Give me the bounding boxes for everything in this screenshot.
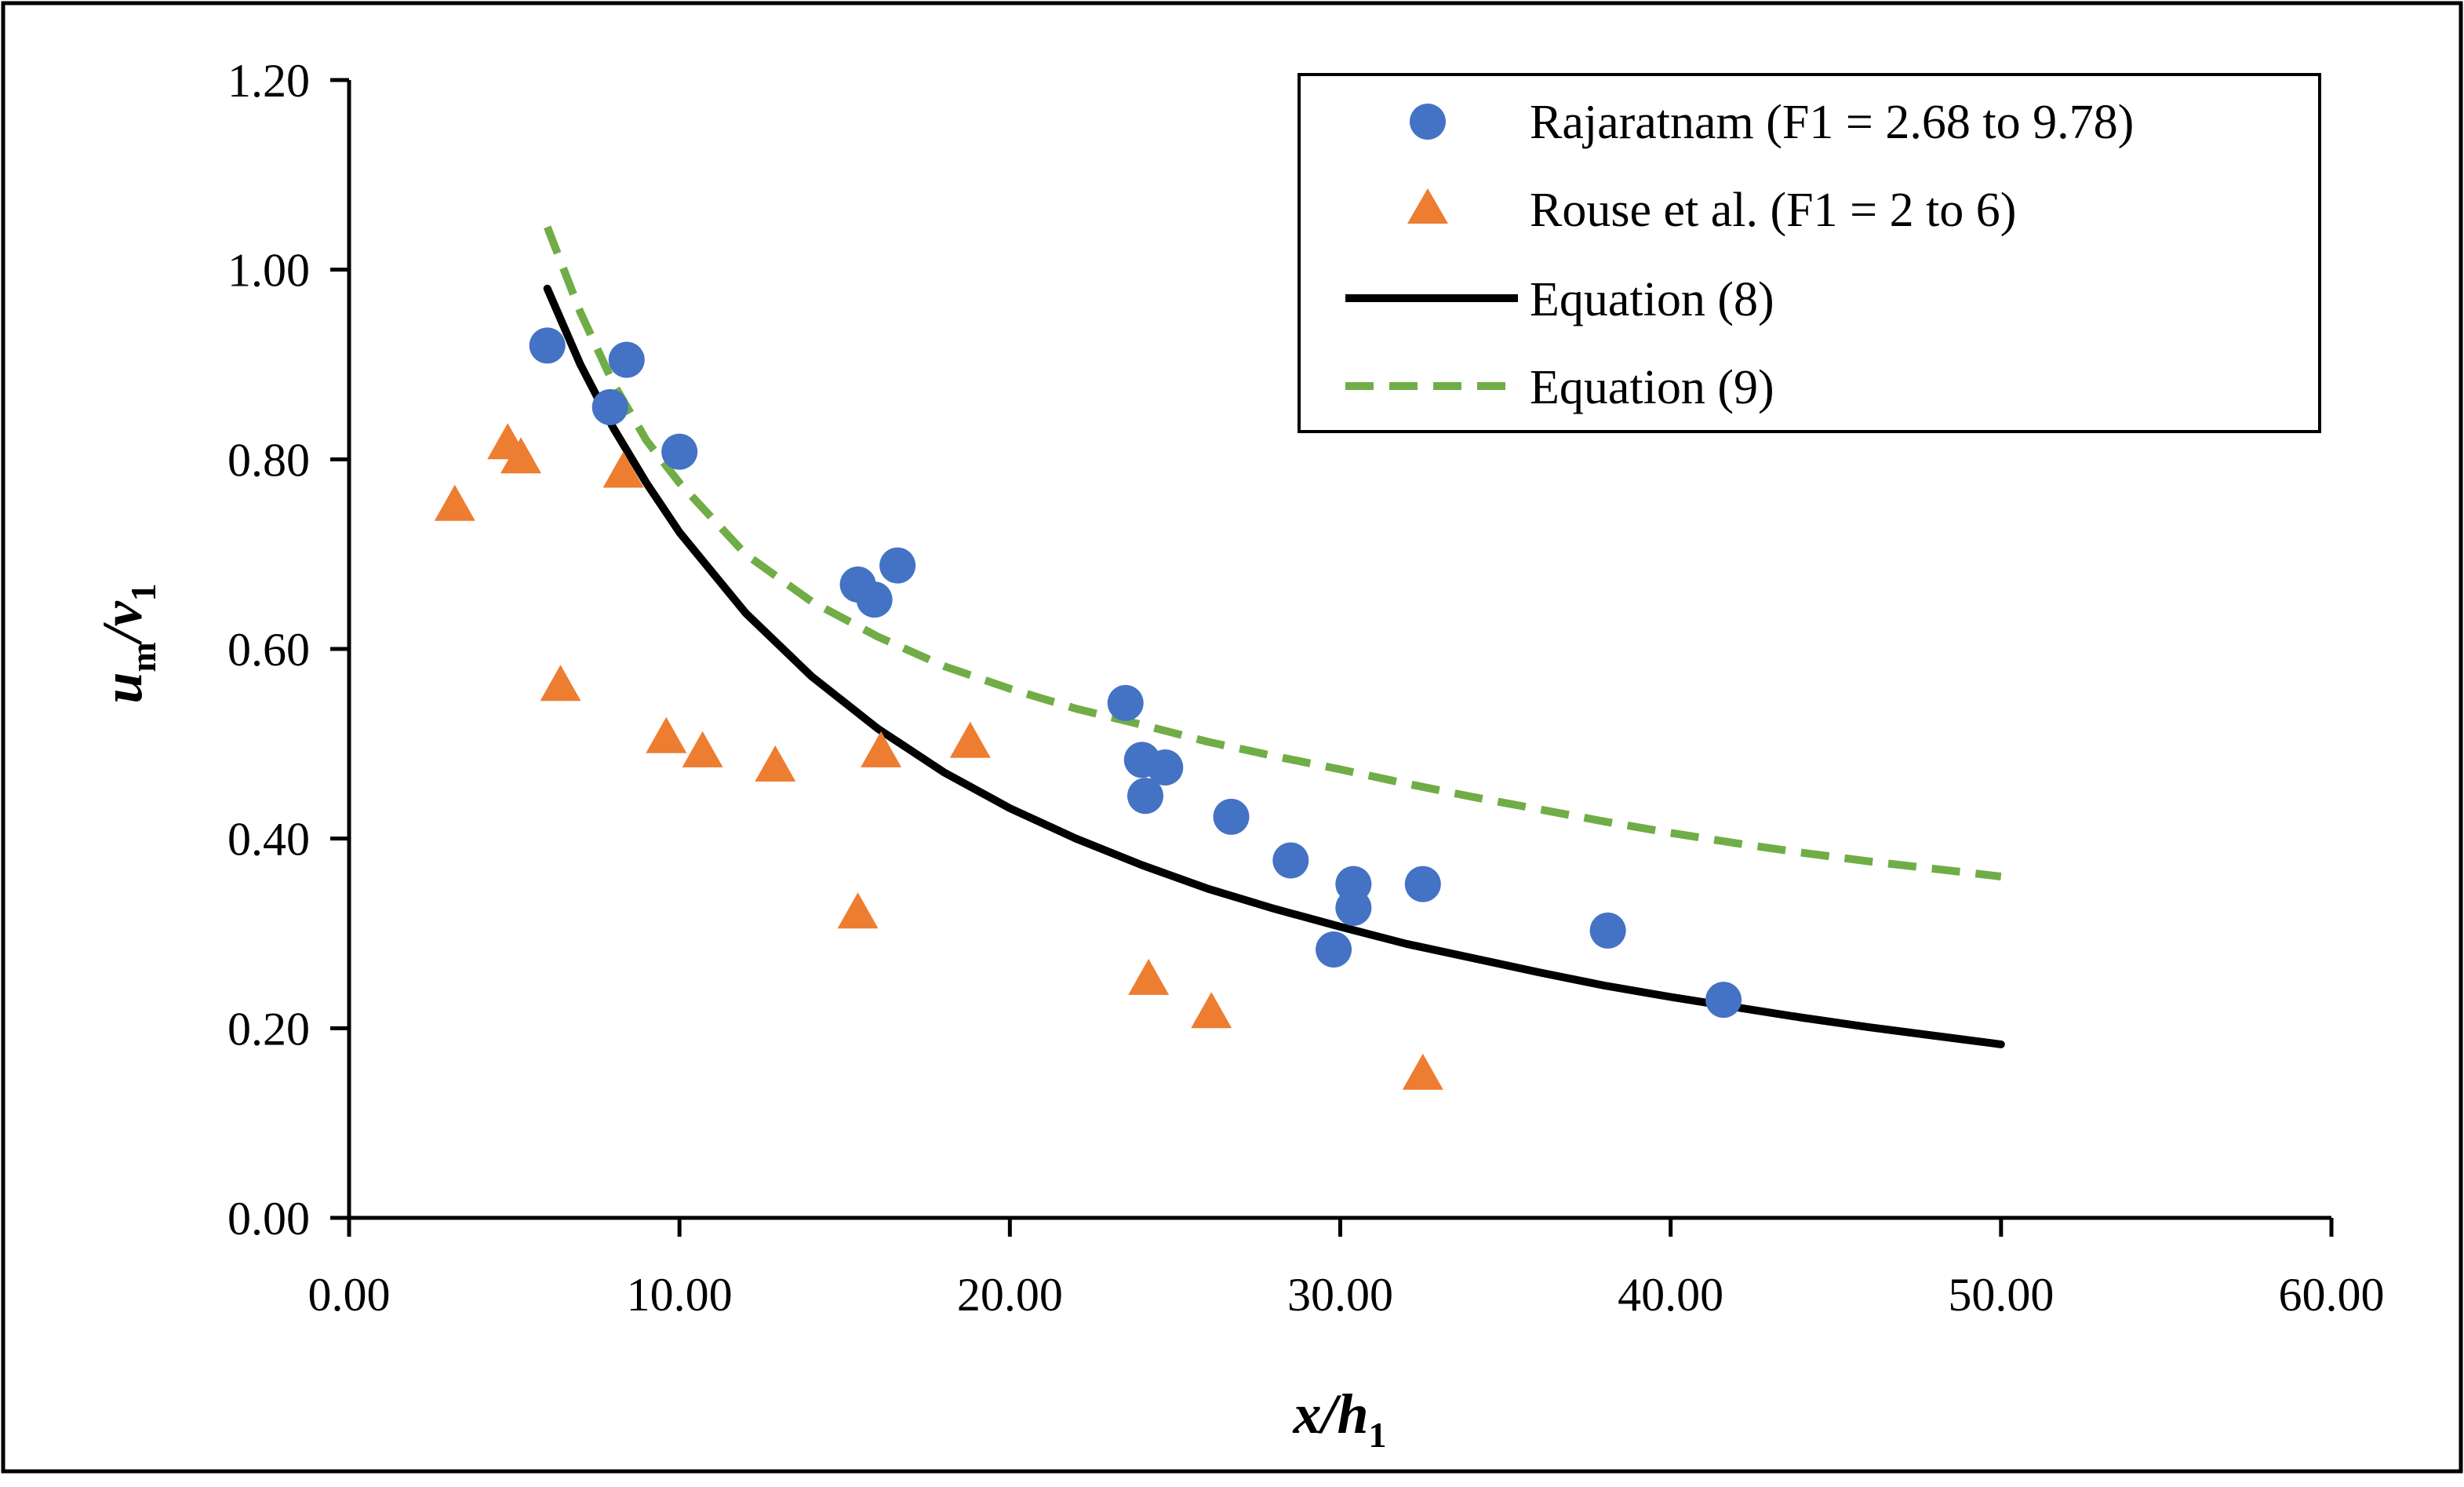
y-tick-label: 1.20 <box>227 55 310 107</box>
data-point-circle <box>529 327 566 364</box>
data-point-circle <box>879 547 916 584</box>
y-axis-title-base1: u <box>91 672 154 704</box>
legend-label-rajaratnam: Rajaratnam (F1 = 2.68 to 9.78) <box>1530 96 2134 149</box>
data-point-circle <box>661 433 698 470</box>
y-axis-ticks: 0.00 0.20 0.40 0.60 0.80 1.00 1.20 <box>227 55 349 1245</box>
data-point-circle <box>591 388 628 425</box>
x-tick-label: 60.00 <box>2279 1269 2385 1321</box>
data-point-circle <box>1272 842 1309 879</box>
data-point-circle <box>856 581 893 618</box>
data-point-circle <box>1127 778 1164 815</box>
data-point-triangle <box>682 731 723 767</box>
y-axis-title-mid: /v <box>91 600 154 646</box>
legend-entry-rajaratnam: Rajaratnam (F1 = 2.68 to 9.78) <box>1410 96 2134 149</box>
legend-box <box>1298 73 2321 433</box>
x-axis-ticks: 0.00 10.00 20.00 30.00 40.00 50.00 60.00 <box>308 1218 2385 1321</box>
legend: Rajaratnam (F1 = 2.68 to 9.78) Rouse et … <box>1298 73 2321 433</box>
data-point-triangle <box>1191 992 1232 1029</box>
legend-triangle-marker <box>1407 188 1448 224</box>
data-point-circle <box>1107 684 1144 721</box>
x-tick-label: 10.00 <box>627 1269 733 1321</box>
data-point-triangle <box>500 437 541 474</box>
data-point-triangle <box>646 716 687 753</box>
data-point-triangle <box>602 451 644 488</box>
y-tick-label: 0.40 <box>227 814 310 866</box>
data-point-triangle <box>1402 1053 1443 1090</box>
x-axis-title-sub: 1 <box>1369 1415 1387 1455</box>
legend-label-equation-9: Equation (9) <box>1530 361 1774 414</box>
x-tick-label: 50.00 <box>1948 1269 2054 1321</box>
y-axis-title-sub2: 1 <box>123 583 163 601</box>
data-point-circle <box>1335 889 1372 926</box>
data-point-triangle <box>540 665 581 702</box>
data-point-circle <box>1404 866 1441 902</box>
legend-entry-equation-9: Equation (9) <box>1345 361 1774 414</box>
x-tick-label: 20.00 <box>957 1269 1063 1321</box>
x-tick-label: 40.00 <box>1618 1269 1723 1321</box>
series-markers <box>434 327 1742 1090</box>
y-axis-title-sub1: m <box>123 642 163 672</box>
legend-circle-marker <box>1410 104 1446 140</box>
data-point-triangle <box>434 484 475 521</box>
legend-entry-rouse: Rouse et al. (F1 = 2 to 6) <box>1407 184 2016 237</box>
x-axis-title: x/h1 <box>1292 1383 1386 1455</box>
x-tick-label: 0.00 <box>308 1269 391 1321</box>
data-point-circle <box>1147 749 1184 786</box>
data-point-circle <box>1589 912 1626 949</box>
data-point-circle <box>1705 982 1742 1019</box>
data-point-circle <box>608 341 645 378</box>
data-point-triangle <box>837 892 879 929</box>
y-tick-label: 0.80 <box>227 434 310 486</box>
y-axis-title: um/v1 <box>91 583 163 703</box>
data-point-triangle <box>1128 958 1170 995</box>
legend-label-rouse: Rouse et al. (F1 = 2 to 6) <box>1530 184 2016 237</box>
y-tick-label: 0.00 <box>227 1193 310 1245</box>
y-tick-label: 0.20 <box>227 1003 310 1055</box>
data-point-circle <box>1316 931 1352 968</box>
data-point-triangle <box>861 731 902 767</box>
x-tick-label: 30.00 <box>1287 1269 1393 1321</box>
legend-label-equation-8: Equation (8) <box>1530 273 1774 326</box>
data-point-triangle <box>755 745 796 782</box>
legend-entry-equation-8: Equation (8) <box>1345 273 1774 326</box>
y-tick-label: 1.00 <box>227 245 310 297</box>
data-point-circle <box>1213 798 1250 835</box>
data-point-triangle <box>949 721 991 758</box>
series-line-equation-9 <box>544 225 2002 880</box>
x-axis-title-base: x/h <box>1292 1383 1368 1445</box>
y-tick-label: 0.60 <box>227 624 310 676</box>
